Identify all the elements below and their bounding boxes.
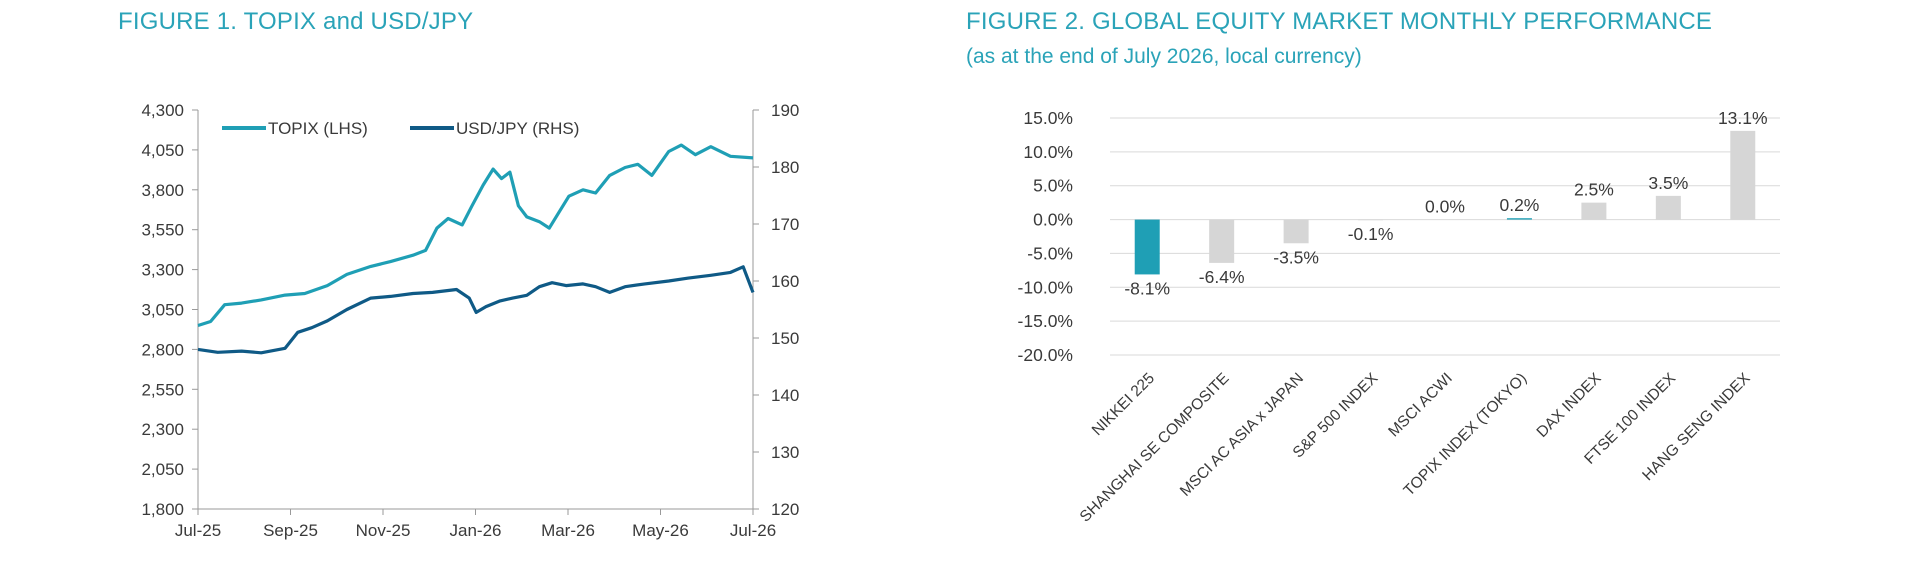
y-tick-label: 0.0% [1033,210,1073,230]
x-tick-label: Jan-26 [450,521,502,540]
right-tick-label: 130 [771,443,799,462]
x-tick-label: Mar-26 [541,521,595,540]
right-tick-label: 170 [771,215,799,234]
data-label-nikkei-225: -8.1% [1124,278,1170,298]
category-label-dax-index: DAX INDEX [1534,369,1606,441]
series-line-topix-lhs [197,143,754,328]
category-label-nikkei-225: NIKKEI 225 [1089,370,1158,439]
bar-topix-index-tokyo [1506,218,1532,220]
y-tick-label: -5.0% [1027,243,1073,263]
figure2-chart: 15.0% 10.0% 5.0% 0.0% -5.0% -10.0% -15.0% -20.0… [1018,108,1780,526]
category-label-shanghai-se-composite: SHANGHAI SE COMPOSITE [1077,370,1233,526]
left-tick-label: 2,800 [141,340,184,359]
data-label-msci-acwi: 0.0% [1425,197,1465,217]
legend-label-usd-jpy-rhs: USD/JPY (RHS) [456,119,579,138]
left-tick-label: 1,800 [141,500,184,519]
left-tick-label: 3,050 [141,301,184,320]
legend-label-topix-lhs: TOPIX (LHS) [268,119,368,138]
data-label-topix-index-tokyo: 0.2% [1499,195,1539,215]
y-tick-label: 5.0% [1033,176,1073,196]
y-tick-label: -15.0% [1018,311,1073,331]
data-label-hang-seng-index: 13.1% [1718,108,1768,128]
left-tick-label: 4,050 [141,141,184,160]
y-tick-label: 15.0% [1023,108,1073,128]
y-tick-label: 10.0% [1023,142,1073,162]
right-tick-label: 190 [771,101,799,120]
figure1-chart: 4,300 4,050 3,800 3,550 3,300 3,050 2,800 2,550… [141,101,799,540]
y-tick-label: -20.0% [1018,345,1073,365]
left-tick-label: 3,800 [141,181,184,200]
right-tick-label: 140 [771,386,799,405]
left-tick-label: 2,050 [141,460,184,479]
x-tick-label: Nov-25 [356,521,411,540]
right-tick-label: 150 [771,329,799,348]
right-tick-label: 120 [771,500,799,519]
left-tick-label: 2,300 [141,420,184,439]
left-tick-label: 2,550 [141,380,184,399]
bar-nikkei-225 [1134,219,1160,275]
data-label-ftse-100-index: 3.5% [1648,173,1688,193]
right-tick-label: 180 [771,158,799,177]
y-tick-label: -10.0% [1018,277,1073,297]
bar-hang-seng-index [1730,130,1756,220]
category-label-topix-index-tokyo: TOPIX INDEX (TOKYO) [1401,370,1531,500]
series-line-usd-jpy-rhs [197,265,755,355]
figure1-title: FIGURE 1. TOPIX and USD/JPY [118,8,474,35]
bar-shanghai-se-composite [1209,219,1235,263]
bar-s-p-500-index [1358,219,1384,221]
x-tick-label: Jul-25 [175,521,221,540]
data-label-msci-ac-asia-x-japan: -3.5% [1273,247,1319,267]
bar-ftse-100-index [1655,195,1681,220]
data-label-dax-index: 2.5% [1574,180,1614,200]
bar-msci-ac-asia-x-japan [1283,219,1309,244]
left-tick-label: 3,550 [141,221,184,240]
x-tick-label: Sep-25 [263,521,318,540]
data-label-s-p-500-index: -0.1% [1348,224,1394,244]
figure2-subtitle: (as at the end of July 2026, local curre… [966,45,1362,68]
x-tick-label: Jul-26 [730,521,776,540]
left-tick-label: 4,300 [141,101,184,120]
category-label-msci-ac-asia-x-japan: MSCI AC ASIA x JAPAN [1177,370,1307,500]
figure2-title: FIGURE 2. GLOBAL EQUITY MARKET MONTHLY P… [966,8,1713,35]
category-label-msci-acwi: MSCI ACWI [1385,370,1455,440]
x-tick-label: May-26 [632,521,689,540]
left-tick-label: 3,300 [141,261,184,280]
bar-dax-index [1581,202,1607,220]
data-label-shanghai-se-composite: -6.4% [1199,267,1245,287]
right-tick-label: 160 [771,272,799,291]
